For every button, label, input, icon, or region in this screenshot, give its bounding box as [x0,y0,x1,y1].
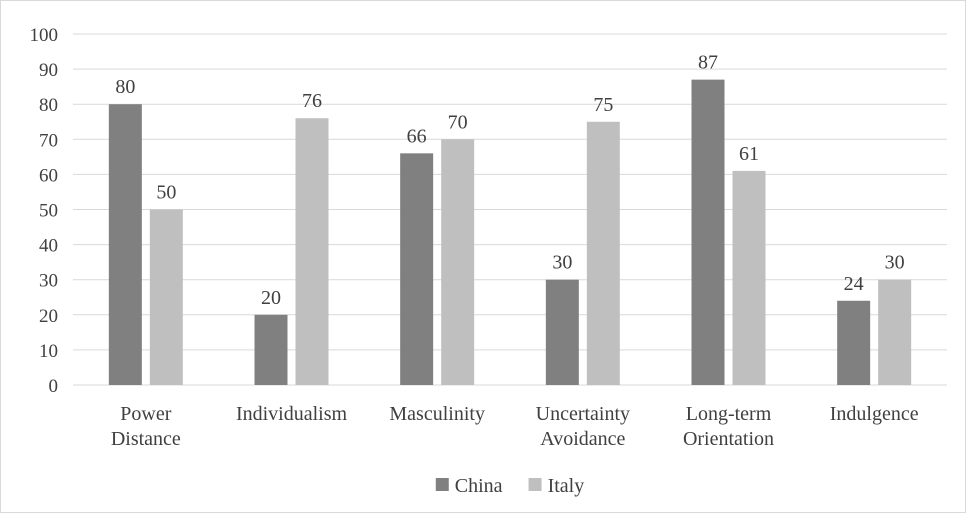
y-tick-label: 20 [39,306,58,327]
x-category-label: Masculinity [389,403,485,425]
bar-china [108,104,142,385]
x-category-label: Long-term Orientation [683,403,774,450]
data-label-italy: 70 [448,111,468,133]
bar-china [254,314,288,385]
y-tick-label: 90 [39,60,58,81]
bar-italy [441,139,475,385]
bars [108,79,912,386]
x-category-label: Indulgence [830,403,919,425]
data-label-china: 87 [698,52,718,74]
legend-label-china: China [455,475,503,497]
legend: China Italy [435,475,585,497]
y-tick-label: 80 [39,95,58,116]
y-tick-label: 100 [30,25,59,46]
legend-swatch-china [435,478,449,491]
y-tick-label: 70 [39,130,58,151]
data-label-china: 66 [407,125,427,147]
legend-swatch-italy [528,478,542,491]
data-label-china: 20 [261,287,281,309]
data-label-italy: 50 [156,182,176,204]
data-label-italy: 75 [593,94,613,116]
y-tick-label: 60 [39,165,58,186]
bar-italy [586,121,620,385]
y-tick-label: 30 [39,271,58,292]
bar-italy [878,279,912,385]
y-axis-tick-labels: 0 10 20 30 40 50 60 70 80 90 100 [30,25,59,397]
gridlines [73,33,947,386]
data-label-italy: 76 [302,90,322,112]
x-category-label: Individualism [236,403,348,425]
y-tick-label: 40 [39,236,58,257]
legend-label-italy: Italy [548,475,585,497]
x-category-label: Power Distance [111,403,181,450]
y-tick-label: 0 [49,376,59,397]
x-category-label: Uncertainty Avoidance [536,403,630,450]
data-label-italy: 61 [739,143,759,165]
data-label-china: 80 [115,76,135,98]
bar-italy [295,118,329,386]
bar-italy [149,209,183,385]
y-tick-label: 10 [39,341,58,362]
data-label-china: 24 [844,273,864,295]
bar-china [400,153,434,385]
x-axis-category-labels: Power Distance Individualism Masculinity Unc… [111,403,919,450]
data-labels: 80 50 20 76 66 70 30 75 87 61 24 30 [115,52,904,309]
data-label-italy: 30 [885,252,905,274]
bar-china [691,79,725,385]
bar-china [837,300,871,385]
data-label-china: 30 [552,252,572,274]
bar-china [545,279,579,385]
bar-italy [732,170,766,385]
y-tick-label: 50 [39,201,58,222]
